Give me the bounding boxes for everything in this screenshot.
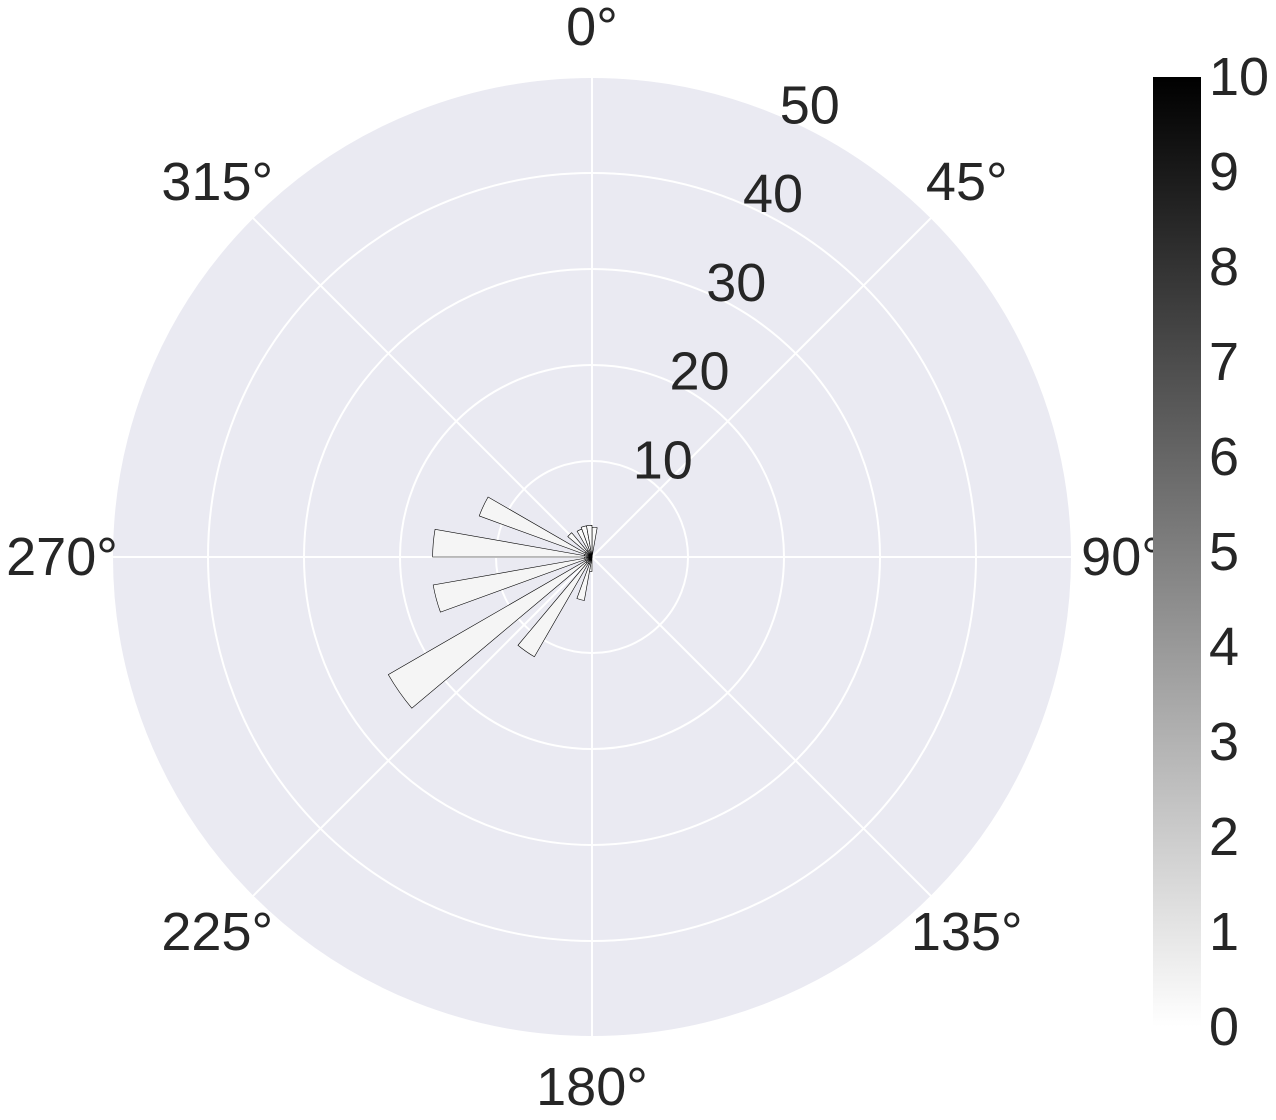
colorbar: 0 1 2 3 4 5 6 7 8 9 10 <box>1153 47 1269 1057</box>
radial-tick-label-20: 20 <box>669 342 729 402</box>
colorbar-tick-label-9: 9 <box>1209 142 1239 202</box>
angular-tick-label-0: 0° <box>566 0 618 57</box>
colorbar-tick-label-5: 5 <box>1209 522 1239 582</box>
angular-tick-label-225: 225° <box>161 902 273 962</box>
colorbar-tick-label-4: 4 <box>1209 617 1239 677</box>
colorbar-tick-label-3: 3 <box>1209 712 1239 772</box>
polar-bar-14 <box>567 532 593 558</box>
angular-tick-label-45: 45° <box>926 152 1008 212</box>
colorbar-tick-label-0: 0 <box>1209 997 1239 1057</box>
colorbar-tick-label-1: 1 <box>1209 902 1239 962</box>
polar-bar-10 <box>432 528 593 558</box>
polar-bar-12 <box>478 496 593 558</box>
polar-bar-2 <box>576 556 593 601</box>
colorbar-tick-label-8: 8 <box>1209 237 1239 297</box>
angular-gridline-225 <box>251 556 593 898</box>
polar-bar-18 <box>586 525 593 558</box>
angular-tick-label-315: 315° <box>161 152 273 212</box>
colorbar-tick-label-7: 7 <box>1209 332 1239 392</box>
radial-tick-label-40: 40 <box>743 164 803 224</box>
polar-axes: 0° 45° 90° 135° 180° 225° 270° 315° 10 20 30 40 50 <box>6 0 1163 1117</box>
angular-tick-label-270: 270° <box>6 527 118 587</box>
angular-tick-label-180: 180° <box>536 1057 648 1115</box>
angular-gridline-135 <box>591 556 933 898</box>
angular-tick-label-135: 135° <box>911 902 1023 962</box>
angular-tick-label-90: 90° <box>1081 527 1163 587</box>
polar-bar-8 <box>432 556 593 613</box>
radial-tick-label-10: 10 <box>633 430 693 490</box>
polar-bar-6 <box>387 556 593 709</box>
polar-bar-4 <box>517 556 593 658</box>
colorbar-gradient <box>1153 77 1201 1027</box>
colorbar-tick-label-2: 2 <box>1209 807 1239 867</box>
colorbar-tick-label-10: 10 <box>1209 47 1269 107</box>
radial-tick-label-50: 50 <box>780 76 840 136</box>
angular-gridline-45 <box>591 216 933 558</box>
angular-gridline-315 <box>251 216 593 558</box>
radial-tick-label-30: 30 <box>706 253 766 313</box>
colorbar-tick-label-6: 6 <box>1209 427 1239 487</box>
